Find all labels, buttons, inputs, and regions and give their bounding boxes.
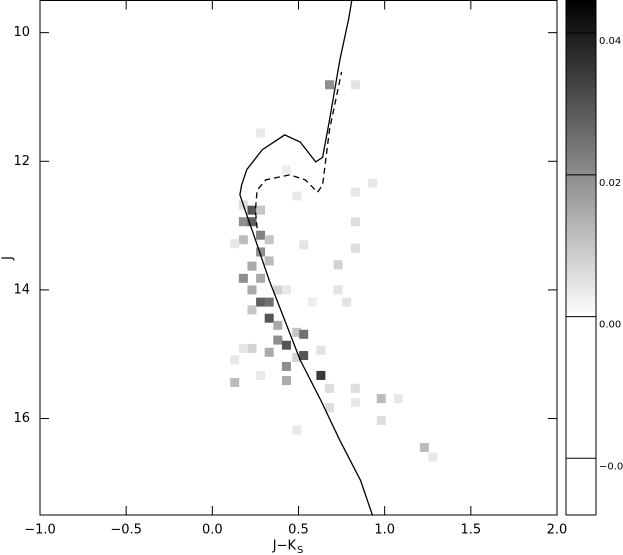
hess-cell [393, 394, 403, 404]
hess-cell [247, 285, 257, 295]
y-tick-label: 10 [13, 25, 30, 40]
hess-cell [264, 235, 274, 245]
hess-cell [333, 260, 343, 270]
hess-cell [316, 370, 326, 380]
hess-cell [256, 370, 266, 380]
hess-cell [325, 403, 335, 413]
hess-cell [256, 247, 266, 257]
hess-cell [256, 205, 266, 215]
hess-cell [350, 243, 360, 253]
hess-cell [299, 329, 309, 339]
hess-cell [376, 415, 386, 425]
hess-cell [264, 297, 274, 307]
hess-cell [292, 327, 302, 337]
hess-cell [247, 217, 257, 227]
hess-cell [230, 239, 240, 249]
hess-cell [350, 217, 360, 227]
hess-cell [350, 397, 360, 407]
hess-cell [238, 273, 248, 283]
y-axis-label: J [1, 256, 16, 261]
colorbar-tick-label: 0.00 [599, 320, 621, 331]
hess-cell [419, 442, 429, 452]
hess-cell [350, 80, 360, 90]
hess-cell [247, 343, 257, 353]
hess-cell [238, 235, 248, 245]
y-tick-label: 14 [13, 282, 30, 297]
hess-cell [273, 335, 283, 345]
hess-cell [230, 378, 240, 388]
hess-cell [256, 273, 266, 283]
hess-cell [333, 285, 343, 295]
hess-cell [273, 285, 283, 295]
hess-cell [273, 320, 283, 330]
hess-cell [247, 305, 257, 315]
hess-cell [264, 313, 274, 323]
hess-cell [292, 191, 302, 201]
x-axis-label: J−K [272, 539, 297, 554]
colorbar-tick-label: 0.04 [599, 36, 621, 47]
x-tick-label: −1.0 [24, 523, 56, 538]
hess-cell [307, 297, 317, 307]
hess-cell [256, 128, 266, 138]
hess-cell [299, 351, 309, 361]
hess-cell [428, 452, 438, 462]
plot-frame [39, 0, 558, 516]
hess-cell [316, 345, 326, 355]
hess-cell [292, 352, 302, 362]
hess-cell [281, 361, 291, 371]
colorbar [565, 0, 597, 516]
hess-cell [264, 347, 274, 357]
hess-cell [350, 187, 360, 197]
hess-cell [325, 80, 335, 90]
x-tick-label: −0.5 [110, 523, 142, 538]
hess-cell [247, 261, 257, 271]
hess-cell [325, 383, 335, 393]
hess-cell [281, 165, 291, 175]
isochrone [239, 0, 374, 516]
isochrone [254, 71, 343, 229]
hess-cell [292, 425, 302, 435]
hess-cell [368, 178, 378, 188]
hess-cell [264, 256, 274, 266]
x-tick-label: 0.5 [288, 523, 309, 538]
hess-cell [281, 376, 291, 386]
hess-cell [256, 230, 266, 240]
hess-cell [281, 285, 291, 295]
hess-cell [256, 297, 266, 307]
hess-cell [350, 383, 360, 393]
x-tick-label: 2.0 [547, 523, 568, 538]
colorbar-tick-label: 0.02 [599, 178, 621, 189]
hess-cell [376, 394, 386, 404]
hess-cell [238, 217, 248, 227]
hess-cell [230, 355, 240, 365]
hess-cell [281, 340, 291, 350]
x-tick-label: 0.0 [202, 523, 223, 538]
x-axis-label-subscript: S [297, 545, 303, 555]
colorbar-tick-label: −0.02 [599, 461, 623, 472]
y-tick-label: 12 [13, 154, 30, 169]
hess-cell [342, 297, 352, 307]
x-tick-label: 1.5 [460, 523, 481, 538]
y-tick-label: 16 [13, 411, 30, 426]
hess-cell [299, 240, 309, 250]
x-tick-label: 1.0 [374, 523, 395, 538]
hess-cell [247, 205, 257, 215]
hess-cell [238, 343, 248, 353]
